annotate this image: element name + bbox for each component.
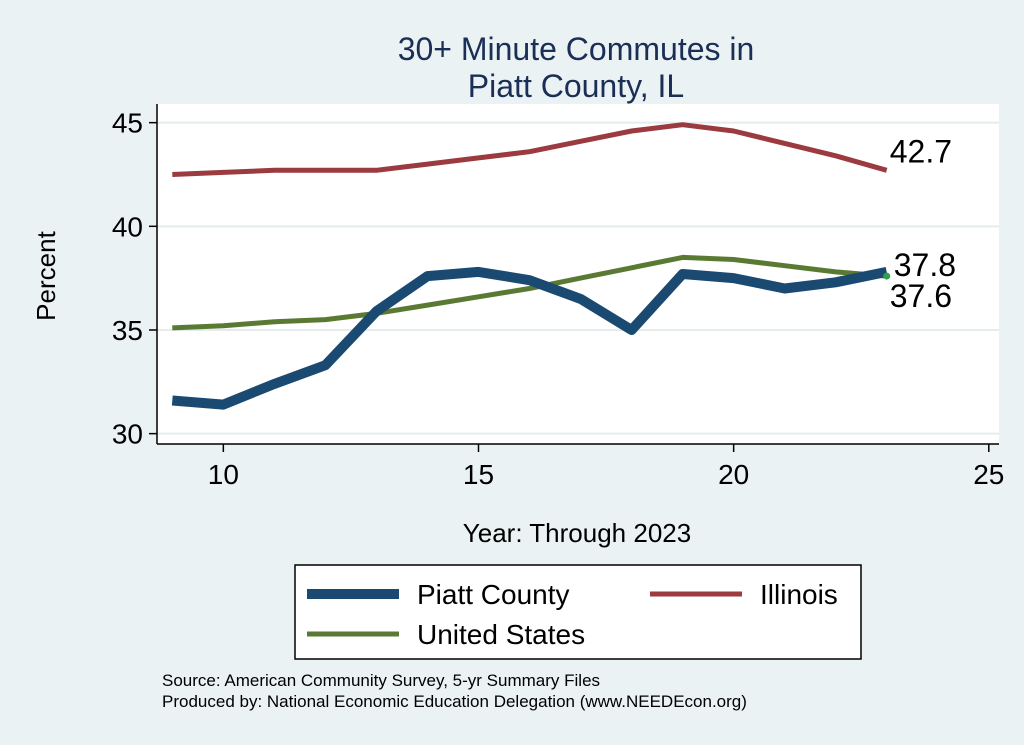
y-tick-label: 35 xyxy=(112,315,143,346)
legend-box xyxy=(294,564,862,660)
series-end-point-united-states xyxy=(883,272,891,280)
grid-lines xyxy=(157,121,999,435)
chart-title-line-1: 30+ Minute Commutes in xyxy=(398,31,755,67)
legend-label-illinois: Illinois xyxy=(760,579,838,610)
x-tick-label: 10 xyxy=(208,459,239,490)
x-axis-title: Year: Through 2023 xyxy=(463,518,691,548)
chart-title-line-2: Piatt County, IL xyxy=(468,68,684,104)
legend-label-united-states: United States xyxy=(417,619,585,650)
produced-by-note: Produced by: National Economic Education… xyxy=(162,692,747,711)
y-tick-label: 40 xyxy=(112,211,143,242)
series-line-united-states xyxy=(172,254,887,331)
series-line-piatt-county xyxy=(171,266,888,410)
legend-label-piatt-county: Piatt County xyxy=(417,579,570,610)
end-label-illinois: 42.7 xyxy=(890,133,952,169)
end-label-piatt-county: 37.8 xyxy=(894,247,956,283)
end-label-united-states: 37.6 xyxy=(890,278,952,314)
legend: Piatt County Illinois United States xyxy=(307,579,838,650)
x-tick-label: 20 xyxy=(718,459,749,490)
x-tick-label: 15 xyxy=(463,459,494,490)
y-tick-label: 30 xyxy=(112,419,143,450)
y-axis-title: Percent xyxy=(31,230,61,320)
y-tick-label: 45 xyxy=(112,108,143,139)
series-line-illinois xyxy=(172,122,888,177)
source-note: Source: American Community Survey, 5-yr … xyxy=(162,671,601,690)
end-labels: 37.8 42.7 37.6 xyxy=(890,133,956,314)
axes: 30 35 40 45 10 15 20 25 xyxy=(112,104,1004,490)
x-tick-label: 25 xyxy=(973,459,1004,490)
series-lines xyxy=(171,122,891,410)
